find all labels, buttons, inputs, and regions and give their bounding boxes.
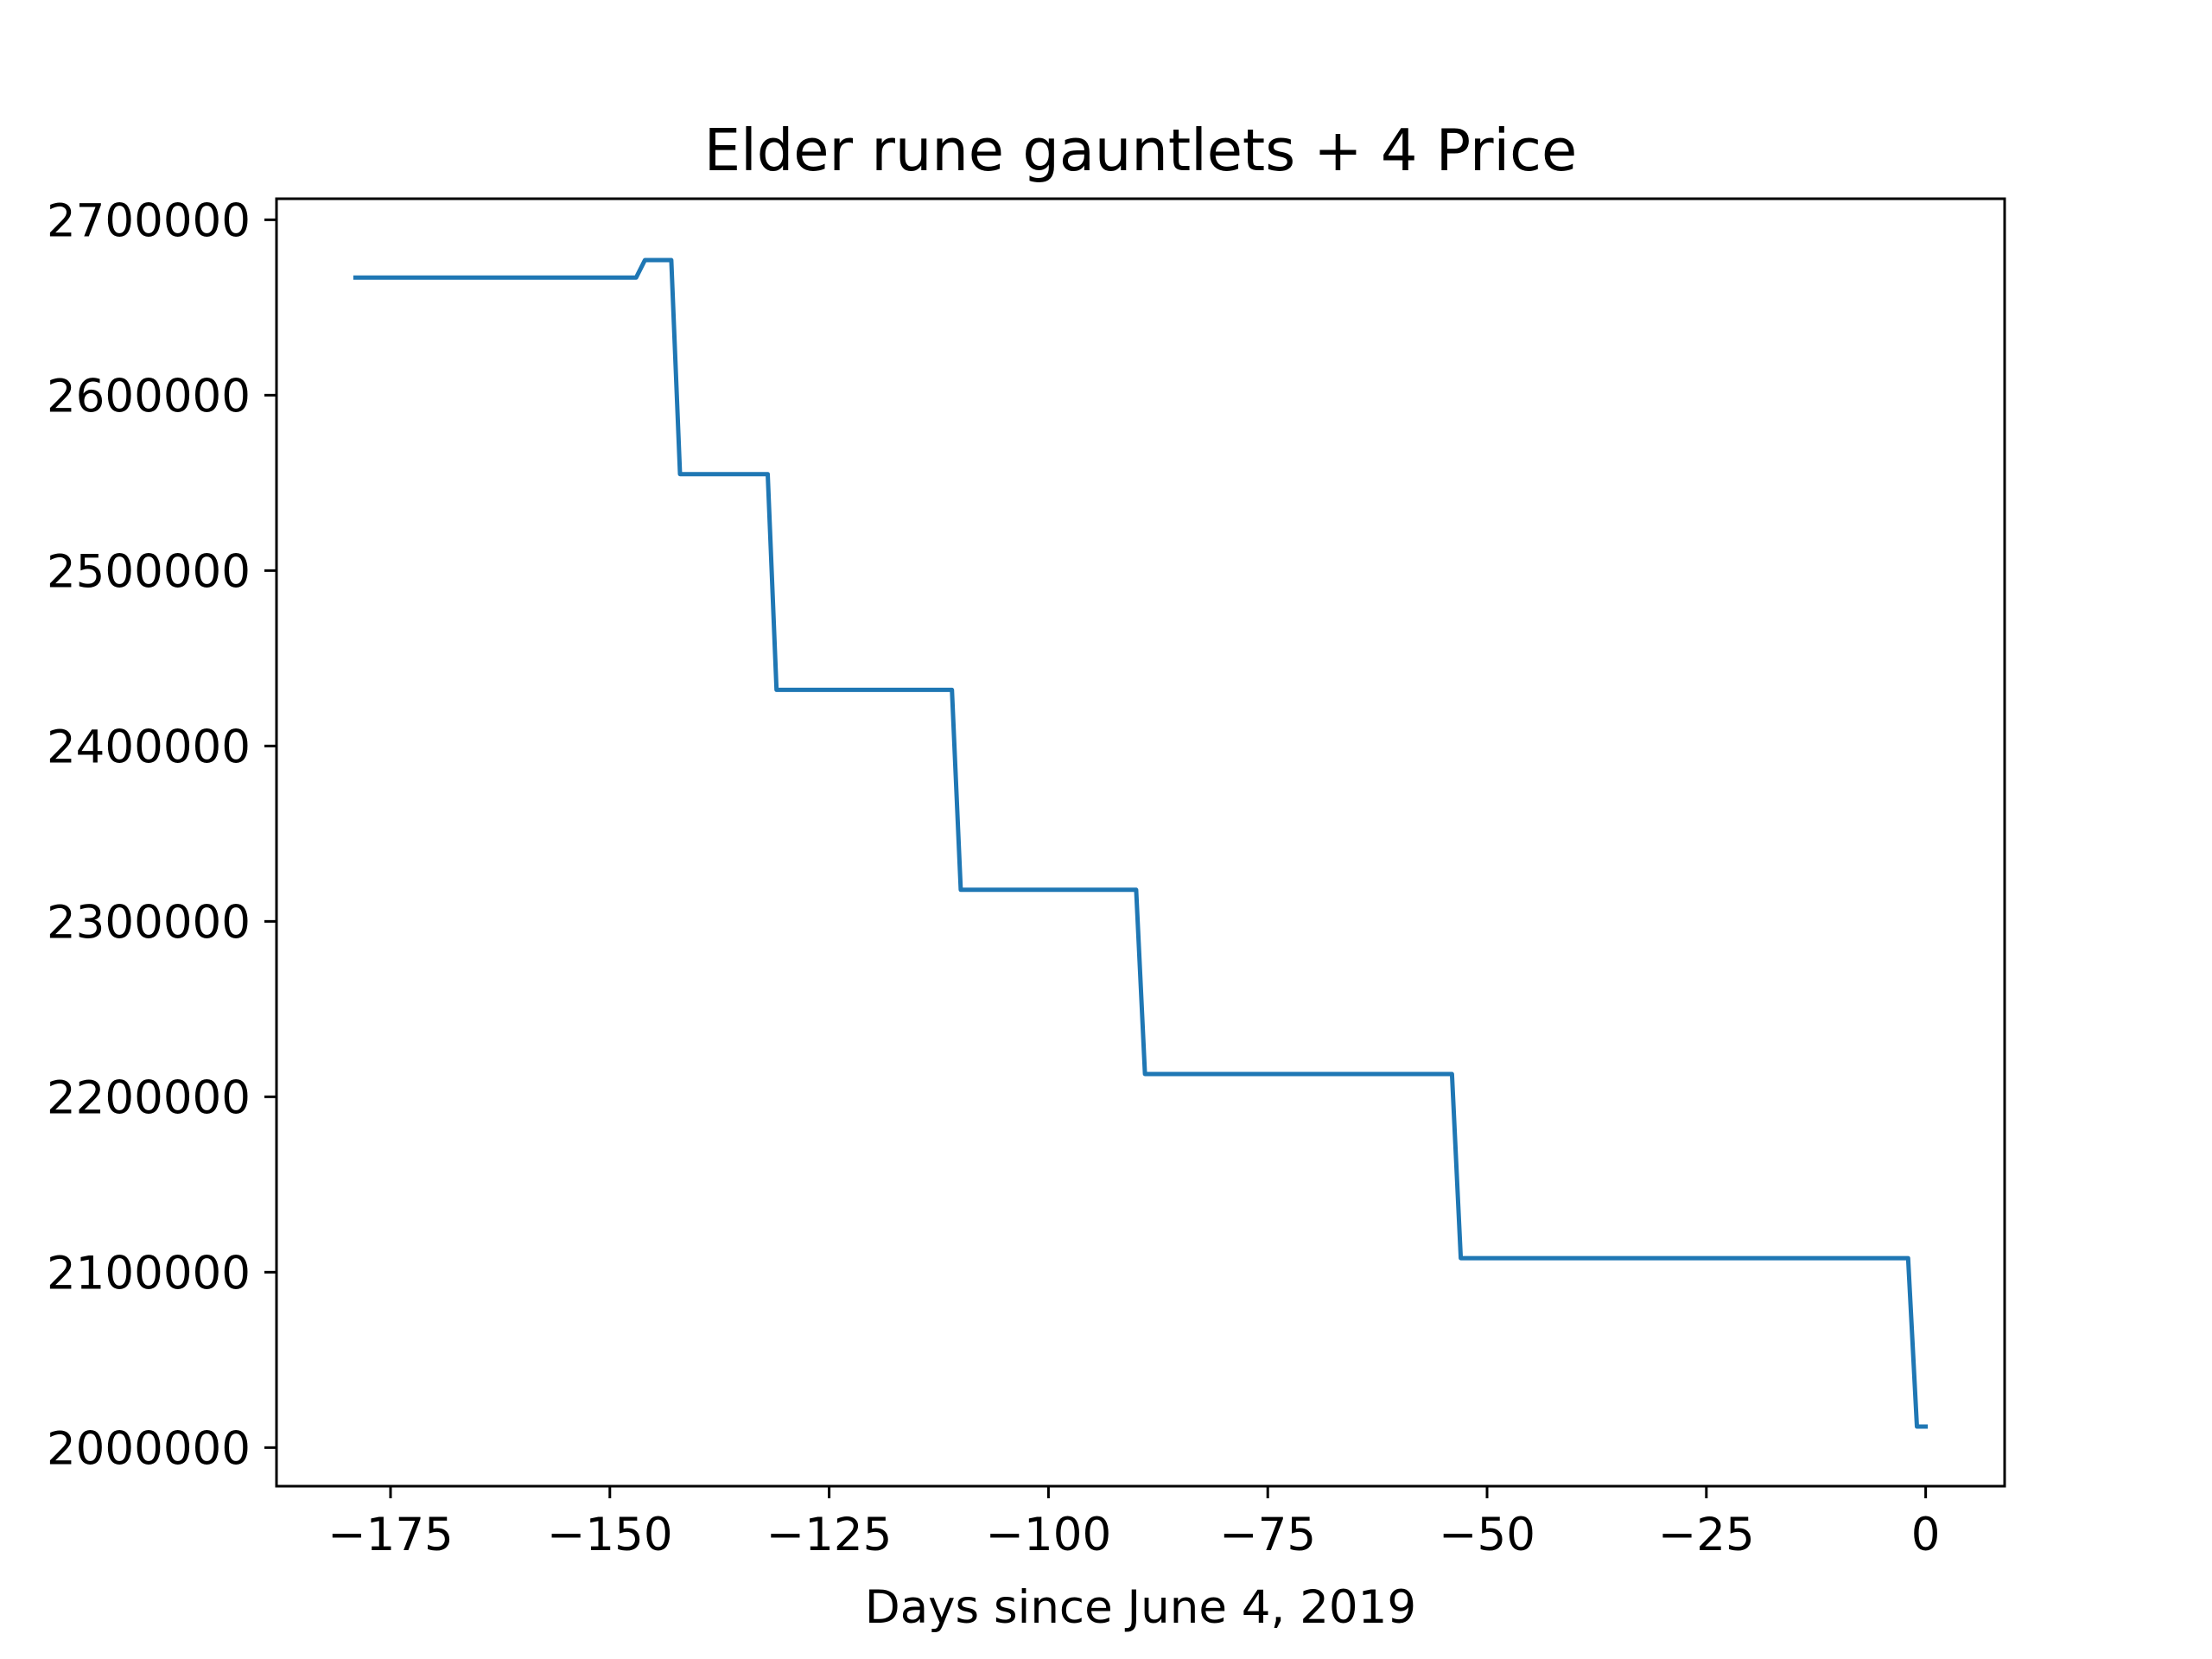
x-tick-label: −25 (1658, 1509, 1755, 1561)
y-tick-label: 2200000 (47, 1071, 251, 1124)
x-tick-label: −50 (1439, 1509, 1535, 1561)
price-series-line (353, 257, 1929, 1429)
plot-area (276, 199, 2005, 1486)
y-tick-label: 2500000 (47, 545, 251, 598)
y-tick-label: 2400000 (47, 721, 251, 773)
x-tick-label: −150 (547, 1509, 673, 1561)
x-tick-label: −125 (766, 1509, 893, 1561)
x-tick-label: −175 (327, 1509, 454, 1561)
chart-title: Elder rune gauntlets + 4 Price (704, 117, 1577, 184)
y-tick-label: 2000000 (47, 1422, 251, 1475)
y-tick-label: 2100000 (47, 1247, 251, 1300)
y-axis: 2000000 2100000 2200000 2300000 2400000 25000… (47, 194, 276, 1475)
x-tick-label: −75 (1219, 1509, 1316, 1561)
x-tick-label: −100 (986, 1509, 1112, 1561)
line-layer (353, 257, 1929, 1429)
x-axis-label: Days since June 4, 2019 (865, 1581, 1416, 1634)
y-tick-label: 2600000 (47, 370, 251, 423)
y-tick-label: 2700000 (47, 194, 251, 247)
x-axis: −175 −150 −125 −100 −75 −50 −25 0 (327, 1486, 1940, 1561)
y-tick-label: 2300000 (47, 896, 251, 949)
plot-frame (275, 197, 2006, 1488)
x-tick-label: 0 (1911, 1509, 1941, 1561)
